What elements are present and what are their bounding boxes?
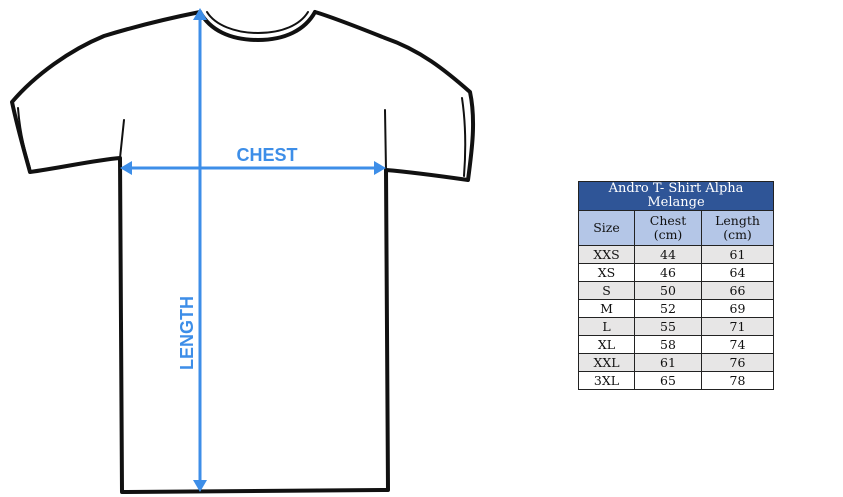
cell-chest: 61 bbox=[634, 353, 702, 372]
cell-length: 76 bbox=[701, 353, 774, 372]
table-row: 3XL 65 78 bbox=[578, 371, 774, 390]
cell-length: 78 bbox=[701, 371, 774, 390]
cell-size: XL bbox=[578, 335, 635, 354]
cell-length: 61 bbox=[701, 245, 774, 264]
cell-chest: 44 bbox=[634, 245, 702, 264]
cell-size: XXS bbox=[578, 245, 635, 264]
cell-length: 71 bbox=[701, 317, 774, 336]
table-row: XL 58 74 bbox=[578, 335, 774, 354]
cell-length: 66 bbox=[701, 281, 774, 300]
cell-chest: 55 bbox=[634, 317, 702, 336]
cell-chest: 65 bbox=[634, 371, 702, 390]
cell-chest: 52 bbox=[634, 299, 702, 318]
header-size: Size bbox=[578, 210, 635, 246]
header-chest: Chest (cm) bbox=[634, 210, 702, 246]
tshirt-outline bbox=[10, 10, 476, 494]
table-row: S 50 66 bbox=[578, 281, 774, 300]
chest-arrow bbox=[120, 161, 386, 175]
cell-chest: 46 bbox=[634, 263, 702, 282]
cell-size: S bbox=[578, 281, 635, 300]
cell-size: 3XL bbox=[578, 371, 635, 390]
table-row: XXL 61 76 bbox=[578, 353, 774, 372]
cell-size: XXL bbox=[578, 353, 635, 372]
table-row: L 55 71 bbox=[578, 317, 774, 336]
cell-size: XS bbox=[578, 263, 635, 282]
table-row: XS 46 64 bbox=[578, 263, 774, 282]
length-arrow bbox=[193, 8, 207, 492]
cell-size: M bbox=[578, 299, 635, 318]
size-chart-table: Andro T- Shirt Alpha Melange Size Chest … bbox=[578, 181, 774, 390]
table-title: Andro T- Shirt Alpha Melange bbox=[578, 181, 774, 211]
cell-size: L bbox=[578, 317, 635, 336]
cell-length: 64 bbox=[701, 263, 774, 282]
table-row: M 52 69 bbox=[578, 299, 774, 318]
tshirt-diagram: CHEST LENGTH bbox=[10, 8, 476, 494]
table-row: XXS 44 61 bbox=[578, 245, 774, 264]
length-label: LENGTH bbox=[177, 296, 197, 370]
cell-chest: 58 bbox=[634, 335, 702, 354]
cell-length: 74 bbox=[701, 335, 774, 354]
cell-length: 69 bbox=[701, 299, 774, 318]
chest-label: CHEST bbox=[236, 145, 297, 165]
cell-chest: 50 bbox=[634, 281, 702, 300]
header-length: Length (cm) bbox=[701, 210, 774, 246]
